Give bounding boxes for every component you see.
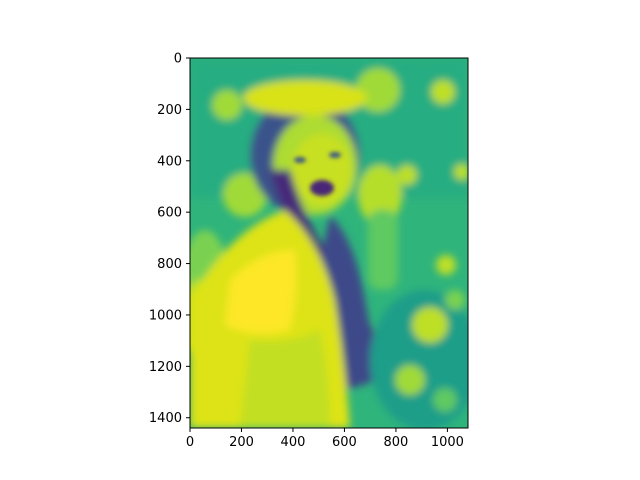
headband xyxy=(243,80,367,116)
y-tick-label: 1000 xyxy=(149,308,182,323)
sleeve-shade xyxy=(225,250,297,334)
x-tick-label: 200 xyxy=(229,435,254,450)
flower-4 xyxy=(433,388,457,412)
y-tick-label: 0 xyxy=(174,52,182,67)
snowflake-2 xyxy=(212,90,242,120)
flower-2 xyxy=(395,365,425,395)
x-tick-label: 0 xyxy=(186,435,194,450)
x-axis: 0 200 400 600 800 1000 xyxy=(186,428,464,450)
x-tick-label: 800 xyxy=(384,435,409,450)
snowflake-5 xyxy=(397,165,417,185)
y-tick-label: 400 xyxy=(157,154,182,169)
x-tick-label: 600 xyxy=(332,435,357,450)
y-tick-label: 600 xyxy=(157,206,182,221)
flower-1 xyxy=(412,307,448,343)
flower-3 xyxy=(445,290,465,310)
y-tick-label: 200 xyxy=(157,103,182,118)
eye-left xyxy=(294,157,306,163)
hand xyxy=(358,165,402,225)
x-tick-label: 400 xyxy=(281,435,306,450)
vest xyxy=(320,215,380,390)
snowflake-7 xyxy=(436,255,456,275)
snowflake-6 xyxy=(454,164,468,180)
snowflake-3 xyxy=(223,173,267,217)
face-highlight xyxy=(292,134,352,206)
axes-frame xyxy=(189,57,469,429)
x-tick-label: 1000 xyxy=(431,435,464,450)
y-tick-label: 1200 xyxy=(149,360,182,375)
dress-fold xyxy=(240,330,330,428)
y-axis: 0 200 400 600 800 1000 1200 1400 xyxy=(149,52,190,426)
eye-right xyxy=(329,152,341,158)
y-tick-label: 1400 xyxy=(149,411,182,426)
mouth xyxy=(310,180,334,196)
y-tick-label: 800 xyxy=(157,257,182,272)
arm xyxy=(368,210,398,290)
heatmap-image xyxy=(190,58,468,428)
snowflake-4 xyxy=(431,80,455,104)
snowflake-1 xyxy=(356,68,400,112)
